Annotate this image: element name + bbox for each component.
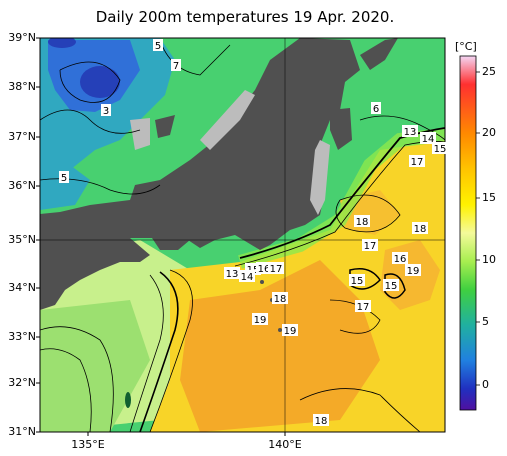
- svg-text:15: 15: [351, 276, 364, 287]
- svg-text:14: 14: [422, 134, 435, 145]
- contour-label: 6: [371, 102, 381, 115]
- colorbar-unit: [°C]: [455, 40, 477, 53]
- contour-label: 17: [268, 262, 284, 275]
- contour-label: 18: [313, 414, 329, 427]
- colorbar-tick-0: 0: [482, 378, 489, 391]
- sea-warmest-region: [180, 260, 380, 432]
- svg-text:15: 15: [385, 281, 398, 292]
- lat-label-35: 35°N: [8, 233, 36, 246]
- colorbar: [459, 55, 477, 411]
- svg-text:19: 19: [284, 326, 297, 337]
- contour-label: 17: [409, 155, 425, 168]
- svg-text:14: 14: [241, 272, 254, 283]
- lon-label-140: 140°E: [268, 438, 302, 451]
- contour-label: 5: [153, 39, 163, 52]
- svg-text:18: 18: [274, 294, 287, 305]
- lat-label-36: 36°N: [8, 179, 36, 192]
- svg-text:18: 18: [315, 416, 328, 427]
- contour-label: 13: [224, 267, 240, 280]
- contour-label: 19: [252, 313, 268, 326]
- colorbar-tick-5: 5: [482, 315, 489, 328]
- contour-label: 14: [239, 270, 255, 283]
- land-noto: [155, 115, 175, 138]
- svg-text:17: 17: [364, 241, 377, 252]
- contour-label: 15: [383, 279, 399, 292]
- axis-ticks: [36, 37, 286, 436]
- contour-lines: [40, 39, 445, 432]
- contour-label: 13: [402, 125, 418, 138]
- contour-label: 15: [349, 274, 365, 287]
- lat-label-34: 34°N: [8, 281, 36, 294]
- contour-label: 5: [59, 171, 69, 184]
- lat-label-32: 32°N: [8, 376, 36, 389]
- contour-label: 16: [392, 252, 408, 265]
- svg-text:15: 15: [434, 144, 447, 155]
- svg-text:17: 17: [411, 157, 424, 168]
- svg-text:19: 19: [254, 315, 267, 326]
- lat-label-33: 33°N: [8, 330, 36, 343]
- contour-label: 17: [355, 300, 371, 313]
- svg-text:17: 17: [270, 264, 283, 275]
- svg-text:5: 5: [61, 173, 67, 184]
- svg-text:6: 6: [373, 104, 379, 115]
- lat-label-31: 31°N: [8, 425, 36, 438]
- contour-label: 18: [354, 215, 370, 228]
- svg-text:16: 16: [258, 264, 271, 275]
- svg-text:18: 18: [356, 217, 369, 228]
- lat-label-38: 38°N: [8, 80, 36, 93]
- sea-coldest-spot: [80, 66, 120, 98]
- svg-text:13: 13: [404, 127, 417, 138]
- svg-text:16: 16: [394, 254, 407, 265]
- contour-label: 19: [405, 264, 421, 277]
- contour-label: 14: [420, 132, 436, 145]
- map-field: [40, 38, 445, 432]
- contour-label: 18: [272, 292, 288, 305]
- contour-label: 3: [101, 104, 111, 117]
- contour-label: 17: [362, 239, 378, 252]
- svg-text:19: 19: [407, 266, 420, 277]
- colorbar-tick-15: 15: [482, 191, 496, 204]
- svg-text:13: 13: [226, 269, 239, 280]
- land-kii: [40, 238, 150, 310]
- lat-label-39: 39°N: [8, 31, 36, 44]
- colorbar-tick-25: 25: [482, 65, 496, 78]
- svg-text:3: 3: [103, 106, 109, 117]
- contour-label: 19: [282, 324, 298, 337]
- svg-text:17: 17: [357, 302, 370, 313]
- contour-labels: 5735613141517181718161915151713151617141…: [59, 39, 448, 427]
- colorbar-tick-20: 20: [482, 126, 496, 139]
- svg-text:18: 18: [414, 224, 427, 235]
- map-frame: [39, 37, 446, 433]
- contour-label: 18: [412, 222, 428, 235]
- lat-label-37: 37°N: [8, 130, 36, 143]
- contour-label: 15: [432, 142, 448, 155]
- map-title: Daily 200m temperatures 19 Apr. 2020.: [95, 8, 395, 26]
- svg-text:5: 5: [155, 41, 161, 52]
- colorbar-tick-10: 10: [482, 253, 496, 266]
- coast-mask: [200, 90, 255, 150]
- contour-label: 7: [171, 59, 181, 72]
- svg-text:7: 7: [173, 61, 179, 72]
- lon-label-135: 135°E: [71, 438, 105, 451]
